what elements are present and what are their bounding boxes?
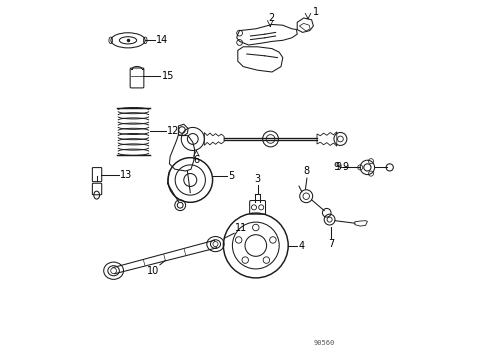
Circle shape (252, 224, 259, 231)
Text: 1: 1 (314, 7, 319, 17)
Circle shape (270, 237, 276, 243)
Text: 3: 3 (254, 174, 261, 184)
Text: 7: 7 (328, 239, 335, 249)
Text: 9—: 9— (334, 162, 349, 172)
Circle shape (242, 257, 248, 263)
Circle shape (213, 242, 218, 247)
Circle shape (263, 257, 270, 263)
Text: 13: 13 (120, 170, 132, 180)
Text: 8: 8 (304, 166, 310, 176)
Text: 4: 4 (298, 240, 304, 251)
Text: 9: 9 (335, 162, 342, 172)
Text: 2: 2 (269, 13, 275, 23)
Circle shape (235, 237, 242, 243)
Text: 90560: 90560 (314, 340, 335, 346)
Text: 6: 6 (194, 155, 199, 165)
Circle shape (111, 268, 117, 274)
Text: 12: 12 (167, 126, 179, 136)
Text: 5: 5 (228, 171, 234, 181)
Text: 9: 9 (343, 162, 349, 172)
Text: 10: 10 (147, 266, 159, 276)
Text: 11: 11 (235, 222, 247, 233)
Text: 14: 14 (156, 35, 169, 45)
Text: 15: 15 (162, 71, 174, 81)
